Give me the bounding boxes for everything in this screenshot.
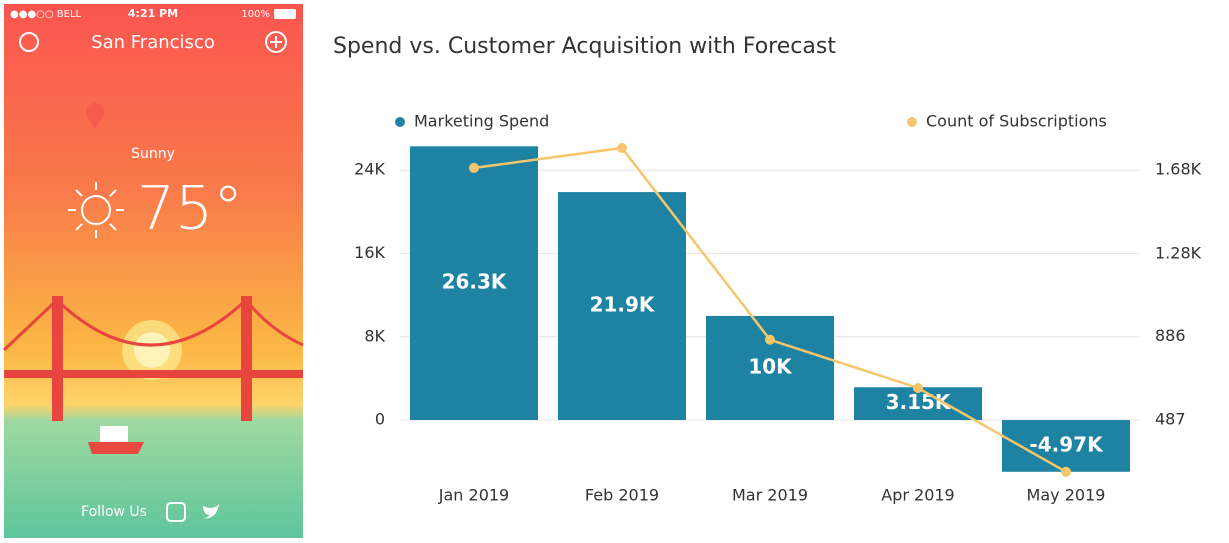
data-label: -4.97K [1029,432,1104,456]
condition: Sunny [131,146,175,162]
add-plus [270,36,282,48]
chart-title: Spend vs. Customer Acquisition with Fore… [333,34,836,59]
battery-icon [274,9,296,19]
legend-marker [907,117,917,127]
follow-us: Follow Us [81,504,147,520]
y-tick-label: 8K [364,326,385,345]
data-label: 21.9K [590,293,656,317]
x-tick-label: Mar 2019 [732,486,808,505]
instagram-icon[interactable] [166,502,186,522]
data-label: 26.3K [442,270,508,294]
legend-marker [395,117,405,127]
sun-core [134,332,170,368]
legend-label: Count of Subscriptions [926,112,1107,131]
bridge-deck [4,370,303,378]
x-tick-label: Jan 2019 [438,486,509,505]
settings-icon[interactable] [19,32,39,52]
phone: ●●●○○ BELL 4:21 PM 100% San Francisco Su… [2,4,304,538]
phone-background [4,4,303,538]
y-tick-label: 0 [375,410,385,429]
bar [706,315,834,421]
data-label: 10K [748,355,793,379]
y-tick-label: 16K [354,243,385,262]
y-tick-label: 886 [1155,326,1186,345]
y-tick-label: 1.28K [1155,243,1202,262]
x-tick-label: Feb 2019 [585,486,659,505]
line-point [469,162,479,173]
x-tick-label: May 2019 [1027,486,1106,505]
sun-rays [68,182,124,238]
line-point [765,334,775,345]
line-point [617,143,627,154]
boat-cabin [100,426,128,442]
chart: Spend vs. Customer Acquisition with Fore… [333,34,1202,505]
line-point [913,382,923,393]
y-tick-label: 24K [354,160,385,179]
city: San Francisco [91,32,215,53]
x-tick-label: Apr 2019 [881,486,954,505]
legend-label: Marketing Spend [414,112,549,131]
bar [558,192,686,421]
boat [88,442,144,454]
time: 4:21 PM [128,7,178,20]
bridge-tower [241,296,252,421]
add-icon[interactable] [265,31,287,53]
y-tick-label: 487 [1155,410,1186,429]
bridge-tower [52,296,63,421]
bar [1002,420,1130,472]
line-point [1061,466,1071,477]
bar [410,146,538,421]
carrier: ●●●○○ BELL [10,9,82,20]
battery: 100% [241,9,270,20]
sun-icon [81,195,111,225]
twitter-icon[interactable] [203,504,219,519]
balloon [86,103,104,130]
temperature: 75° [137,174,243,244]
y-tick-label: 1.68K [1155,160,1202,179]
